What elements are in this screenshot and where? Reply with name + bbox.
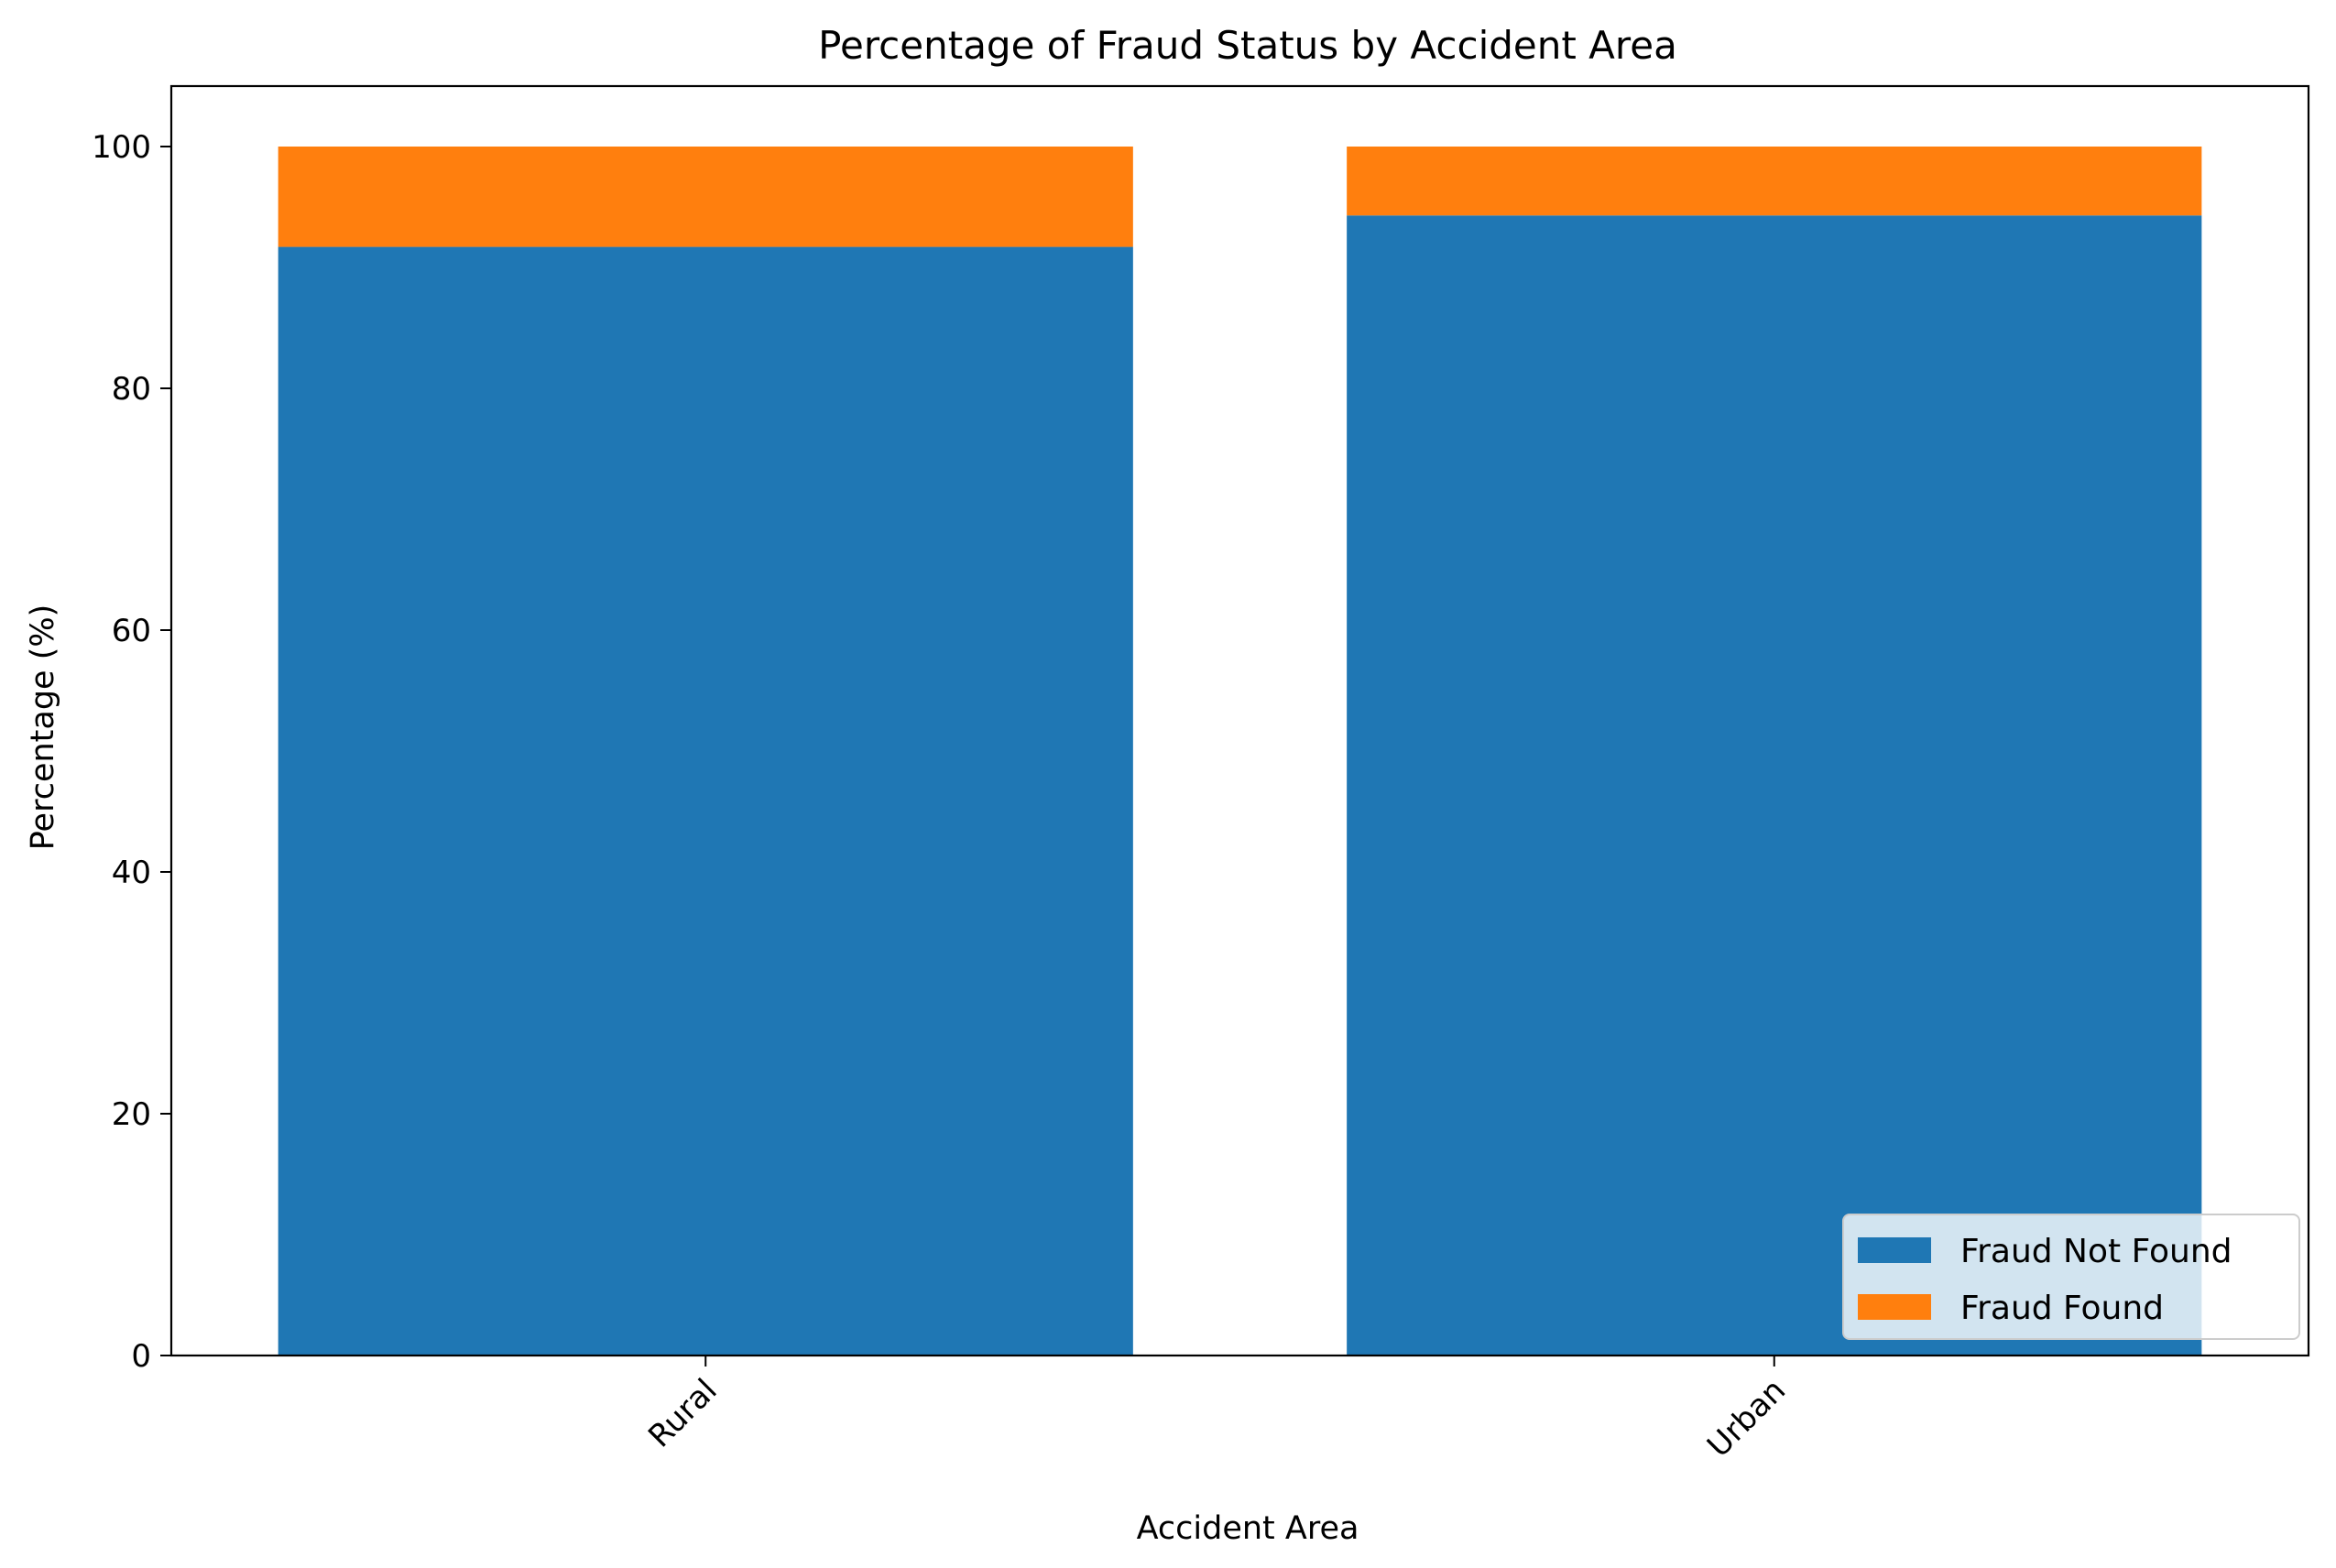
x-axis-label: Accident Area: [1137, 1510, 1359, 1547]
legend-swatch-0: [1858, 1237, 1931, 1263]
y-axis-label: Percentage (%): [25, 604, 61, 851]
bar-urban-series-0: [1347, 215, 2202, 1356]
bar-rural-series-0: [278, 246, 1133, 1356]
y-tick-label: 20: [112, 1096, 151, 1133]
legend-label-1: Fraud Found: [1960, 1290, 2164, 1327]
legend-swatch-1: [1858, 1294, 1931, 1320]
legend-label-0: Fraud Not Found: [1960, 1233, 2232, 1270]
legend: Fraud Not Found Fraud Found: [1842, 1214, 2300, 1340]
legend-box: [1842, 1214, 2300, 1340]
y-tick-label: 60: [112, 613, 151, 649]
chart-title: Percentage of Fraud Status by Accident A…: [818, 23, 1677, 68]
plot-frame: [169, 84, 2310, 1357]
bar-rural-series-1: [278, 147, 1133, 247]
x-tick-label-rural: Rural: [641, 1372, 724, 1454]
y-tick-label: 0: [131, 1338, 151, 1375]
x-tick-label-urban: Urban: [1700, 1372, 1793, 1465]
y-tick-label: 80: [112, 371, 151, 408]
bar-urban-series-1: [1347, 147, 2202, 216]
y-tick-label: 40: [112, 855, 151, 891]
bars-layer: [278, 147, 2202, 1356]
y-tick-label: 100: [92, 129, 151, 166]
